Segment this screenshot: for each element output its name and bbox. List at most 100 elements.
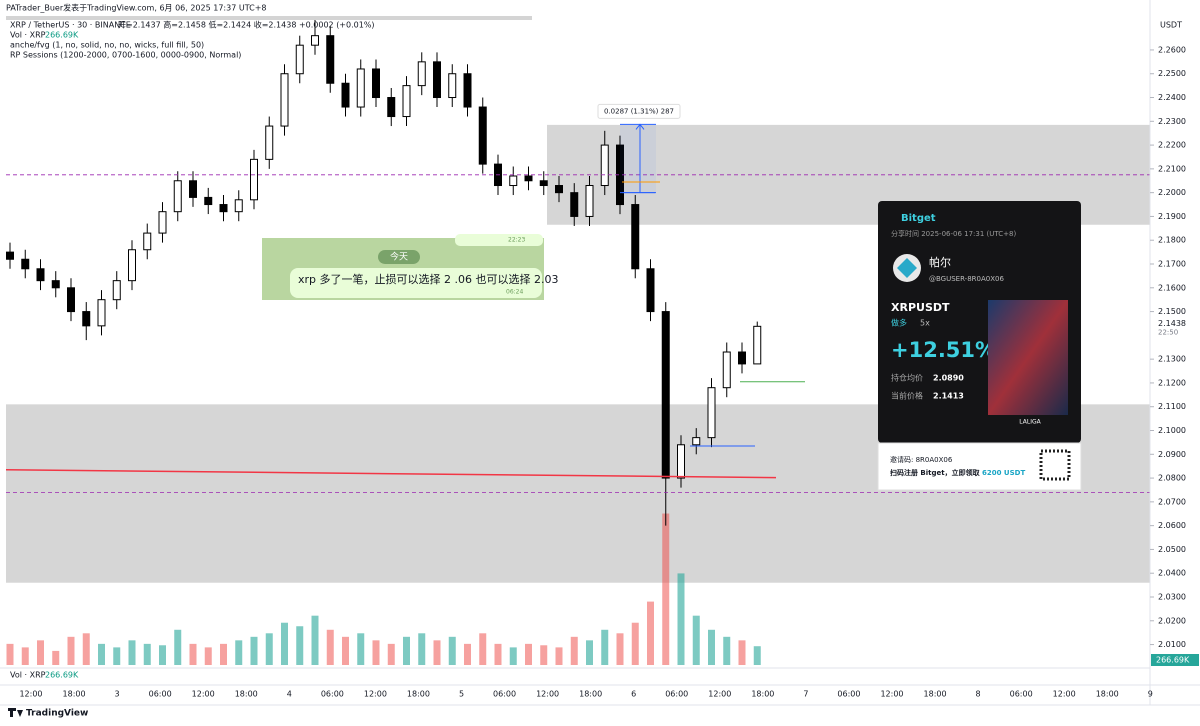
y-tick-label: 2.0800 [1158,474,1186,483]
candle-body [128,249,136,282]
y-tick-label: 2.2400 [1158,93,1186,102]
volume-bar [540,645,548,665]
candle-body [448,73,457,99]
candle-body [631,204,640,270]
candle-body [51,280,60,289]
y-tick-label: 2.1800 [1158,236,1186,245]
x-tick-label: 12:00 [1053,690,1076,699]
volume-bar [52,650,60,665]
chat-time: 22:23 [508,237,525,244]
drawings: 0.0287 (1.31%) 287 [5,103,1150,493]
candle-body [143,232,152,251]
vol-label: Vol · XRP [10,31,46,40]
share-card: Bitget 分享时间 2025-06-06 17:31 (UTC+8) 帕尔 … [877,201,1082,491]
volume-bar [525,643,532,665]
candle-body [661,311,670,479]
candle-body [677,444,685,479]
y-tick-label: 2.1200 [1158,378,1186,387]
candle-body [326,35,335,84]
vol-label: Vol · XRP [10,671,46,680]
volume-bar [372,640,380,665]
x-tick-label: 06:00 [149,690,172,699]
x-tick-label: 18:00 [751,690,774,699]
y-tick-label: 2.0500 [1158,545,1186,554]
volume-bar [753,646,761,665]
candle-body [112,280,121,301]
vol-value: 266.69K [45,31,79,40]
volume-bar [494,643,502,665]
candle-body [707,387,716,439]
candle-body [21,258,30,270]
volume-label: 266.69K [1156,656,1190,665]
cur-label: 当前价格 [891,391,923,401]
y-tick-label: 2.1500 [1158,307,1186,316]
avg-label: 持仓均价 [891,373,923,383]
volume-bar [555,647,563,665]
volume-bar [464,643,471,665]
x-tick-label: 12:00 [364,690,387,699]
volume-bar [403,636,410,665]
measure-label-bg [597,103,681,119]
candle-body [173,180,182,213]
candle-body [234,199,243,213]
y-tick-label: 2.2600 [1158,45,1186,54]
x-tick-label: 18:00 [407,690,430,699]
candle-body [570,192,579,217]
share-time: 分享时间 2025-06-06 17:31 (UTC+8) [891,229,1016,238]
y-tick-label: 2.0700 [1158,497,1186,506]
volume-bar [357,633,365,665]
candle-body [509,175,518,187]
leverage: 5x [920,319,930,328]
candle-body [646,268,655,313]
volume-bar [601,629,609,665]
x-tick-label: 9 [1148,690,1153,699]
candle-body [600,144,609,187]
y-tick-label: 2.2200 [1158,141,1186,150]
volume-bar [67,636,75,665]
last-price-bg [1151,316,1199,337]
candle-body [417,61,426,87]
candle-body [524,175,533,182]
volume-bar [281,622,288,665]
currency: USDT [1160,21,1182,30]
candle-body [250,158,258,201]
y-tick-label: 2.1100 [1158,402,1186,411]
x-tick-label: 3 [115,690,120,699]
candle-body [36,268,45,282]
price-axis-bg [1150,0,1200,685]
volume-bar [265,633,273,665]
candle-body [280,73,289,127]
candle-body [97,299,106,327]
x-tick-label: 18:00 [235,690,258,699]
candle-body [722,351,731,389]
avatar-icon [897,258,917,278]
poster [988,300,1068,415]
x-tick-label: 18:00 [63,690,86,699]
candles [6,19,762,526]
x-tick-label: 12:00 [19,690,42,699]
candle-body [356,68,365,108]
y-tick-label: 2.1600 [1158,283,1186,292]
volume [6,513,761,665]
volume-bar [82,633,90,665]
candle-body [738,351,746,365]
x-tick-label: 12:00 [880,690,903,699]
volume-bar [220,643,227,665]
candle-body [387,97,396,118]
volume-bar [296,626,304,665]
volume-bar [616,633,624,665]
qr-code [1039,449,1071,481]
countdown: 22:50 [1158,328,1178,336]
volume-bar [159,645,166,665]
volume-bar [570,636,578,665]
volume-bar [647,601,654,665]
volume-bar [723,636,731,665]
candle-body [692,437,701,446]
x-tick-label: 8 [976,690,981,699]
volume-bar [204,647,212,665]
volume-bar [448,636,456,665]
volume-bar [6,643,14,665]
promo-amount: 6200 USDT [982,469,1025,477]
chat-bubble [455,234,543,246]
